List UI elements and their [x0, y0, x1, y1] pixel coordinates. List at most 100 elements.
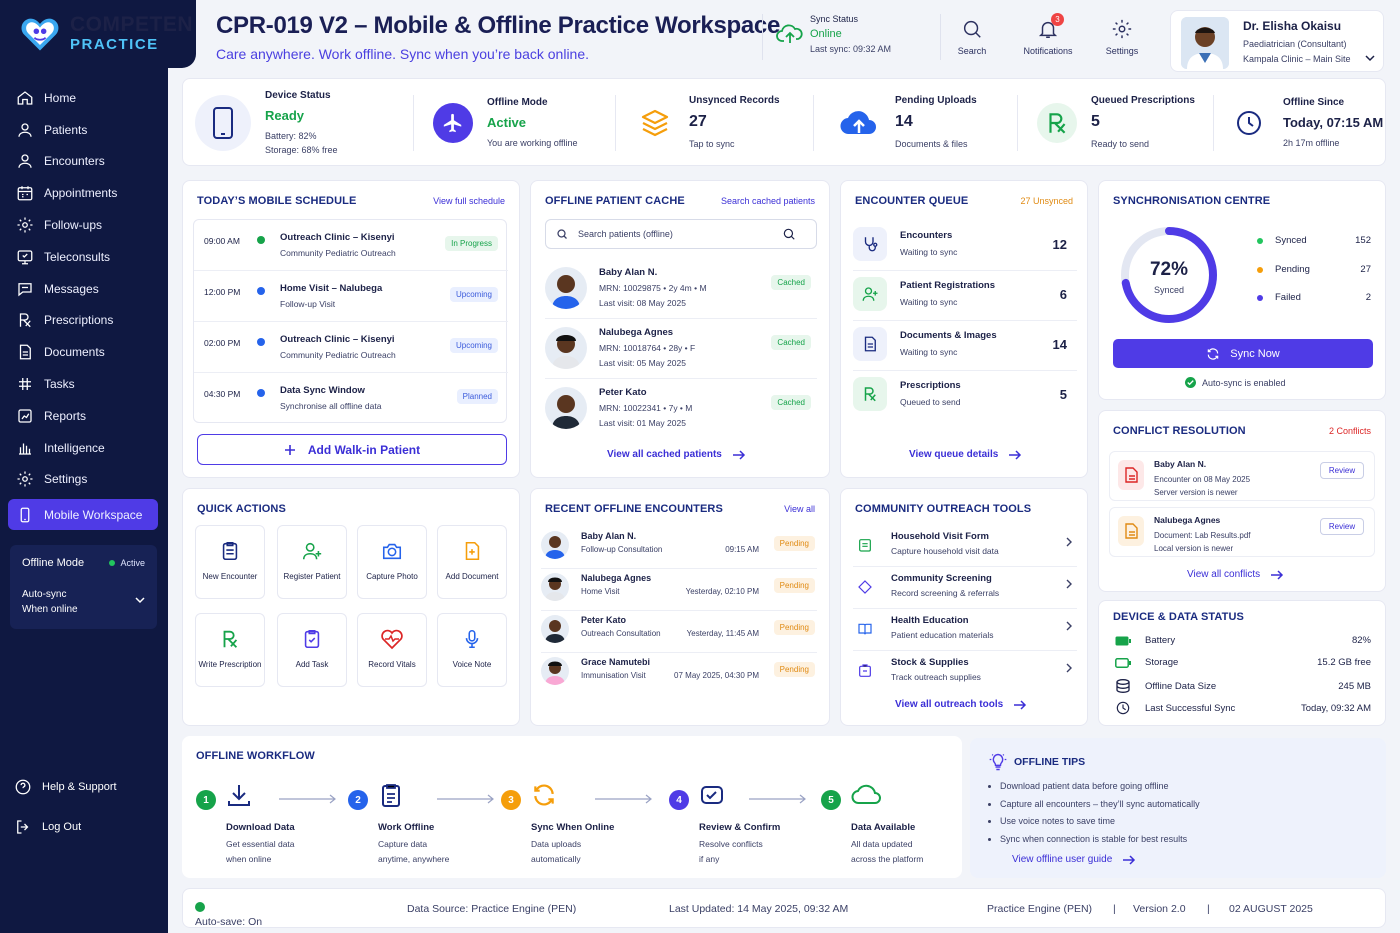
- table-row[interactable]: Baby Alan N. Follow-up Consultation 09:1…: [541, 527, 817, 569]
- outreach-item-stock-supplies[interactable]: Stock & Supplies Track outreach supplies: [853, 653, 1077, 693]
- outreach-item-household-visit[interactable]: Household Visit Form Capture household v…: [853, 527, 1077, 567]
- quick-actions-card: QUICK ACTIONS New Encounter Register Pat…: [182, 488, 520, 726]
- write-prescription-button[interactable]: Write Prescription: [195, 613, 265, 687]
- queue-item-encounters[interactable]: Encounters Waiting to sync 12: [853, 221, 1077, 271]
- user-profile-menu[interactable]: Dr. Elisha Okaisu Paediatrician (Consult…: [1170, 10, 1384, 72]
- queue-item-documents[interactable]: Documents & Images Waiting to sync 14: [853, 321, 1077, 371]
- list-item[interactable]: Baby Alan N. MRN: 10029875 • 2y 4m • M L…: [545, 259, 817, 319]
- avatar: [541, 657, 569, 685]
- document-icon: [19, 344, 31, 360]
- outreach-item-screening[interactable]: Community Screening Record screening & r…: [853, 569, 1077, 609]
- arrow-right-icon: [437, 794, 494, 804]
- clipboard-icon: [222, 541, 238, 561]
- status-badge: Pending: [773, 578, 815, 593]
- avatar: [541, 573, 569, 601]
- add-task-button[interactable]: Add Task: [277, 613, 347, 687]
- outreach-item-health-education[interactable]: Health Education Patient education mater…: [853, 611, 1077, 651]
- search-icon: [557, 229, 567, 239]
- list-item[interactable]: Peter Kato MRN: 10022341 • 7y • M Last v…: [545, 379, 817, 439]
- queue-item-registrations[interactable]: Patient Registrations Waiting to sync 6: [853, 271, 1077, 321]
- sidebar-item-patients[interactable]: Patients: [8, 114, 158, 146]
- status-badge: Pending: [773, 662, 815, 677]
- avatar: [545, 387, 587, 429]
- gear-icon: [1112, 19, 1132, 39]
- autosync-dropdown[interactable]: Auto-sync When online: [22, 587, 145, 617]
- battery-icon: [1115, 636, 1131, 645]
- status-badge: Cached: [771, 395, 811, 410]
- review-button[interactable]: Review: [1320, 462, 1364, 479]
- device-status-stat: Device Status Ready Battery: 82% Storage:…: [195, 79, 338, 167]
- airplane-icon: [433, 103, 473, 143]
- document-icon: [853, 327, 887, 361]
- search-cached-patients-link[interactable]: Search cached patients: [720, 196, 815, 206]
- sidebar-item-encounters[interactable]: Encounters: [8, 146, 158, 178]
- view-all-encounters-link[interactable]: View all: [784, 504, 815, 514]
- record-vitals-button[interactable]: Record Vitals: [357, 613, 427, 687]
- lightbulb-icon: [989, 753, 1007, 771]
- schedule-item[interactable]: 12:00 PM Home Visit – Nalubega Follow-up…: [194, 271, 508, 322]
- sidebar-item-documents[interactable]: Documents: [8, 336, 158, 368]
- patient-cache-card: OFFLINE PATIENT CACHE Search cached pati…: [530, 180, 830, 478]
- view-all-conflicts-link[interactable]: View all conflicts: [1187, 569, 1284, 580]
- sidebar-item-intelligence[interactable]: Intelligence: [8, 432, 158, 464]
- capture-photo-button[interactable]: Capture Photo: [357, 525, 427, 599]
- sync-progress-donut: [1121, 227, 1217, 323]
- sync-percent: 72%: [1149, 259, 1189, 280]
- unsynced-records-stat[interactable]: Unsynced Records 27 Tap to sync: [635, 79, 780, 167]
- calendar-icon: [17, 186, 33, 201]
- list-item[interactable]: Nalubega Agnes MRN: 10018764 • 28y • F L…: [545, 319, 817, 379]
- queue-item-prescriptions[interactable]: Prescriptions Queued to send 5: [853, 371, 1077, 421]
- add-document-icon: [465, 541, 480, 561]
- sidebar-item-mobile-workspace[interactable]: Mobile Workspace: [8, 499, 158, 531]
- cloud-sync-icon: [776, 24, 803, 43]
- sidebar-item-teleconsults[interactable]: Teleconsults: [8, 241, 158, 273]
- sidebar-item-prescriptions[interactable]: Prescriptions: [8, 305, 158, 337]
- sidebar-item-home[interactable]: Home: [8, 82, 158, 114]
- schedule-item[interactable]: 02:00 PM Outreach Clinic – Kisenyi Commu…: [194, 322, 508, 373]
- table-row[interactable]: Nalubega Agnes Home Visit Yesterday, 02:…: [541, 569, 817, 611]
- form-icon: [853, 533, 877, 557]
- view-all-outreach-tools-link[interactable]: View all outreach tools: [895, 699, 1027, 710]
- sidebar-item-messages[interactable]: Messages: [8, 273, 158, 305]
- offline-active-badge: Active: [109, 558, 145, 568]
- notifications-button[interactable]: 3 Notifications: [1023, 13, 1073, 56]
- help-support-link[interactable]: Help & Support: [14, 778, 154, 796]
- settings-button[interactable]: Settings: [1087, 18, 1157, 56]
- view-all-cached-patients-link[interactable]: View all cached patients: [607, 449, 746, 460]
- view-full-schedule-link[interactable]: View full schedule: [433, 196, 505, 206]
- screening-icon: [853, 575, 877, 599]
- status-strip: Device Status Ready Battery: 82% Storage:…: [182, 78, 1386, 166]
- table-row[interactable]: Grace Namutebi Immunisation Visit 07 May…: [541, 653, 817, 695]
- sidebar-item-tasks[interactable]: Tasks: [8, 368, 158, 400]
- new-encounter-button[interactable]: New Encounter: [195, 525, 265, 599]
- table-row[interactable]: Peter Kato Outreach Consultation Yesterd…: [541, 611, 817, 653]
- sidebar-item-settings[interactable]: Settings: [8, 464, 158, 496]
- sidebar-item-follow-ups[interactable]: Follow-ups: [8, 209, 158, 241]
- unsynced-count-badge: 27 Unsynced: [1020, 196, 1073, 206]
- add-walk-in-patient-button[interactable]: Add Walk-in Patient: [197, 434, 507, 465]
- view-offline-guide-link[interactable]: View offline user guide: [1012, 854, 1136, 865]
- view-queue-details-link[interactable]: View queue details: [909, 449, 1022, 460]
- schedule-item[interactable]: 04:30 PM Data Sync Window Synchronise al…: [194, 373, 508, 424]
- status-badge: Cached: [771, 275, 811, 290]
- review-button[interactable]: Review: [1320, 518, 1364, 535]
- brand-logo[interactable]: COMPETEN PRACTICE: [0, 0, 196, 68]
- sidebar-item-reports[interactable]: Reports: [8, 400, 158, 432]
- recent-encounters-card: RECENT OFFLINE ENCOUNTERS View all Baby …: [530, 488, 830, 726]
- refresh-icon: [1207, 347, 1219, 360]
- sidebar-item-appointments[interactable]: Appointments: [8, 177, 158, 209]
- status-badge: Planned: [456, 389, 498, 404]
- add-document-button[interactable]: Add Document: [437, 525, 507, 599]
- search-button[interactable]: Search: [937, 18, 1007, 56]
- sync-now-button[interactable]: Sync Now: [1113, 339, 1373, 368]
- logout-link[interactable]: Log Out: [14, 818, 154, 836]
- offline-mode-label: Offline Mode: [22, 557, 85, 569]
- voice-note-button[interactable]: Voice Note: [437, 613, 507, 687]
- schedule-item[interactable]: 09:00 AM Outreach Clinic – Kisenyi Commu…: [194, 220, 508, 271]
- sidebar: Home Patients Encounters Appointments Fo…: [0, 0, 168, 933]
- arrow-right-icon: [1123, 854, 1136, 865]
- logout-icon: [17, 820, 29, 834]
- legend-synced: Synced 152: [1257, 235, 1371, 246]
- register-patient-button[interactable]: Register Patient: [277, 525, 347, 599]
- cached-patient-search-input[interactable]: Search patients (offline): [545, 219, 817, 249]
